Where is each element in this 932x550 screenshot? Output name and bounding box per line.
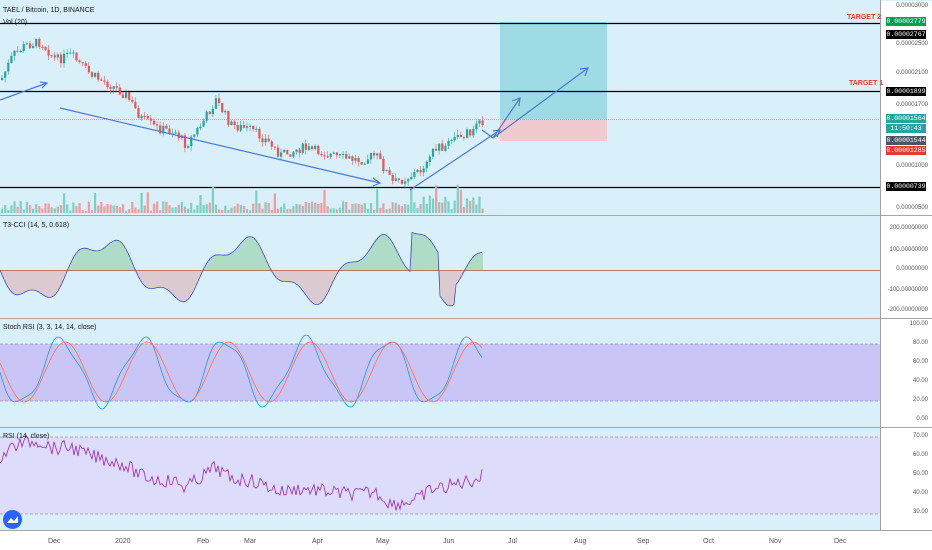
price-tick: 0.00003000 — [896, 3, 928, 9]
time-tick: Dec — [48, 538, 61, 545]
time-tick: Oct — [703, 538, 714, 545]
target-zone-box[interactable] — [500, 22, 607, 119]
tradingview-logo-icon[interactable] — [3, 510, 22, 529]
cci-tick: 0.00000000 — [896, 266, 928, 272]
stoch-tick: 80.00 — [912, 340, 928, 346]
time-tick: Jun — [443, 538, 455, 545]
rsi-series — [0, 434, 483, 511]
price-badge-stop: 0.00001285 — [886, 146, 926, 155]
target2-label: TARGET 2 — [847, 14, 882, 21]
price-badge-last: 0.00001564 — [886, 114, 926, 123]
rsi-tick: 70.00 — [912, 433, 928, 439]
price-badge-entry: 0.00001544 — [886, 136, 926, 145]
price-badge-target2-line: 0.00002767 — [886, 30, 926, 39]
time-tick: Dec — [834, 538, 847, 545]
price-badge-support: 0.00000739 — [886, 182, 926, 191]
volume-series — [1, 184, 484, 213]
time-tick: Nov — [769, 538, 782, 545]
cci-tick: -200.00000000 — [887, 307, 928, 313]
cci-series — [0, 231, 483, 307]
price-badge-target2: 0.00002779 — [886, 17, 926, 26]
time-tick: 2020 — [115, 538, 131, 545]
price-tick: 0.00002100 — [896, 70, 928, 76]
time-tick: Aug — [574, 538, 587, 545]
time-tick: Sep — [637, 538, 650, 545]
cci-label[interactable]: T3-CCI (14, 5, 0.618) — [3, 222, 70, 229]
target1-label: TARGET 1 — [849, 80, 884, 87]
cci-panel-bg — [0, 216, 880, 318]
stoch-rsi-label[interactable]: Stoch RSI (3, 3, 14, 14, close) — [3, 324, 97, 331]
stoch-rsi-series — [0, 334, 483, 410]
rsi-label[interactable]: RSI (14, close) — [3, 433, 50, 440]
stoch-tick: 20.00 — [912, 397, 928, 403]
stop-zone-box[interactable] — [500, 119, 607, 141]
cci-tick: -100.00000000 — [887, 287, 928, 293]
time-tick: Jul — [508, 538, 517, 545]
stoch-tick: 0.00 — [916, 416, 928, 422]
time-tick: Feb — [197, 538, 210, 545]
countdown-badge: 11:50:43 — [886, 124, 926, 133]
symbol-title[interactable]: TAEL / Bitcoin, 1D, BINANCE — [3, 7, 95, 14]
price-tick: 0.00001000 — [896, 163, 928, 169]
cci-tick: 100.00000000 — [889, 247, 928, 253]
candlestick-series — [1, 37, 484, 188]
rsi-tick: 60.00 — [912, 452, 928, 458]
price-tick: 0.00002500 — [896, 41, 928, 47]
time-tick: Mar — [244, 538, 257, 545]
price-panel-bg — [0, 0, 880, 215]
price-tick: 0.00000500 — [896, 205, 928, 211]
volume-label[interactable]: Vol (20) — [3, 19, 28, 26]
trend-arrows[interactable] — [0, 67, 589, 191]
price-tick: 0.00001700 — [896, 102, 928, 108]
stoch-tick: 100.00 — [909, 321, 928, 327]
time-tick: May — [376, 538, 390, 545]
time-tick: Apr — [312, 538, 323, 545]
rsi-band — [0, 437, 880, 514]
cci-tick: 200.00000000 — [889, 225, 928, 231]
price-badge-target1: 0.00001899 — [886, 87, 926, 96]
rsi-tick: 40.00 — [912, 490, 928, 496]
stoch-tick: 40.00 — [912, 378, 928, 384]
rsi-tick: 50.00 — [912, 471, 928, 477]
stoch-tick: 60.00 — [912, 359, 928, 365]
rsi-tick: 30.00 — [912, 509, 928, 515]
stoch-band — [0, 344, 880, 401]
